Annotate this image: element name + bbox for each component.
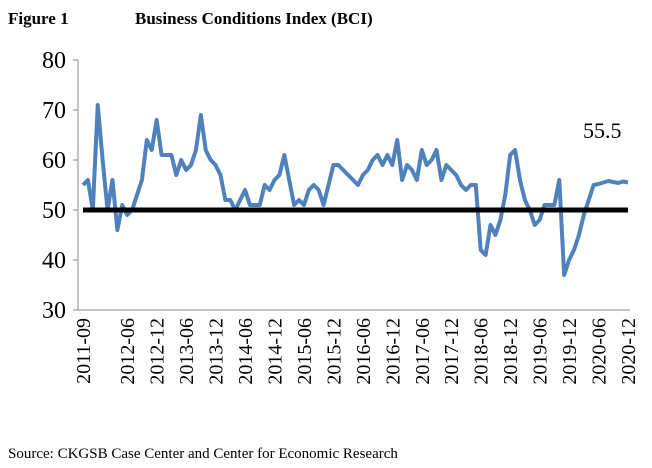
x-tick-label: 2020-06 [589,318,611,385]
y-tick-label: 50 [42,198,66,224]
source: Source: CKGSB Case Center and Center for… [8,446,398,462]
x-tick-label: 2011-09 [73,318,95,384]
y-tick-label: 30 [42,298,66,324]
y-tick-label: 40 [42,248,66,274]
x-tick-label: 2014-06 [235,318,257,385]
x-tick-label: 2016-06 [353,318,375,385]
x-tick-label: 2016-12 [382,318,404,385]
x-tick-label: 2020-12 [618,318,640,385]
x-tick-label: 2012-12 [147,318,169,385]
y-tick-label: 60 [42,148,66,174]
x-tick-label: 2013-06 [176,318,198,385]
annotation: 55.5 [583,118,622,143]
x-tick-label: 2013-12 [206,318,228,385]
x-tick-label: 2019-06 [530,318,552,385]
x-tick-label: 2015-12 [323,318,345,385]
series-line [81,103,629,277]
x-tick-label: 2012-06 [117,318,139,385]
figure-label: Figure 1 [8,9,69,28]
x-tick-label: 2019-12 [559,318,581,385]
x-tick-label: 2018-12 [500,318,522,385]
x-tick-label: 2015-06 [294,318,316,385]
y-tick-label: 80 [42,48,66,74]
chart-title: Business Conditions Index (BCI) [135,9,373,28]
x-tick-label: 2018-06 [471,318,493,385]
x-tick-label: 2017-12 [441,318,463,385]
y-tick-label: 70 [42,98,66,124]
x-tick-label: 2017-06 [412,318,434,385]
x-tick-label: 2014-12 [264,318,286,385]
